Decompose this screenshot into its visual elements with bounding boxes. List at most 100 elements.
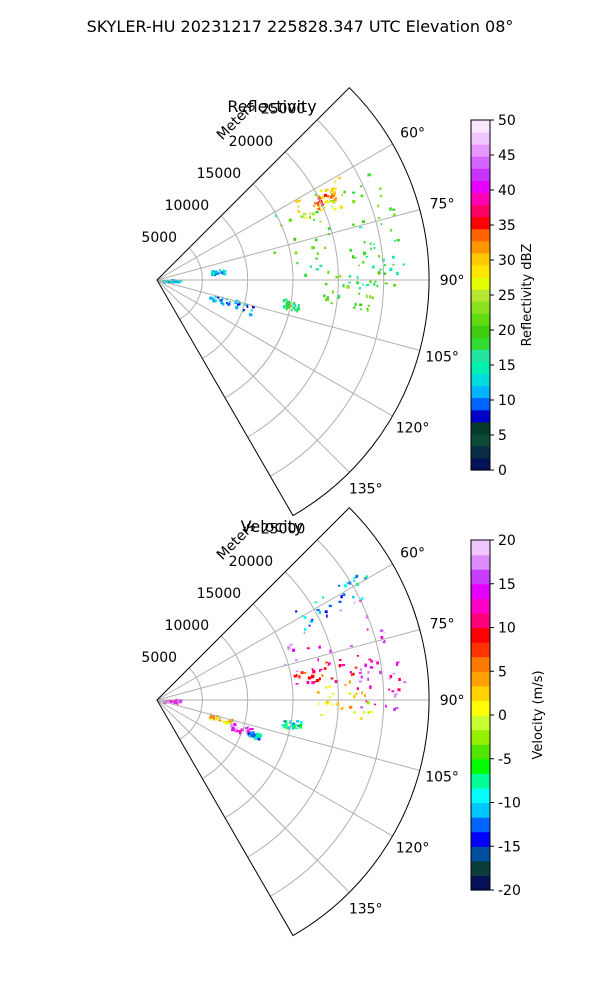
echo-pixel — [358, 287, 361, 290]
echo-pixel — [336, 296, 340, 300]
echo-pixel — [374, 280, 377, 283]
echo-pixel — [353, 695, 356, 699]
echo-pixel — [289, 722, 292, 725]
echo-pixel — [350, 645, 353, 647]
echo-pixel — [337, 177, 341, 180]
echo-pixel — [342, 593, 346, 597]
colorbar-segment — [471, 409, 490, 423]
echo-pixel — [369, 242, 372, 246]
echo-pixel — [257, 733, 261, 738]
echo-pixel — [323, 667, 327, 670]
echo-pixel — [323, 194, 327, 197]
colorbar-segment — [471, 598, 490, 614]
echo-pixel — [338, 664, 342, 668]
colorbar-tick-label: -15 — [498, 839, 521, 855]
echo-pixel — [356, 281, 360, 285]
echo-pixel — [294, 251, 298, 255]
echo-pixel — [286, 727, 288, 730]
echo-pixel — [338, 584, 341, 587]
echo-pixel — [248, 734, 251, 738]
colorbar-segment — [471, 276, 490, 290]
colorbar-segment — [471, 252, 490, 266]
echo-pixel — [309, 620, 314, 623]
echo-pixel — [330, 677, 334, 680]
echo-pixel — [367, 304, 371, 307]
echo-pixel — [326, 201, 330, 203]
echo-pixel — [392, 208, 396, 211]
echo-pixel — [402, 263, 405, 266]
echo-pixel — [218, 719, 221, 722]
echo-pixel — [293, 302, 296, 304]
echo-region-1 — [273, 173, 405, 277]
radial-tick-label: 25000 — [261, 522, 306, 538]
echo-pixel — [388, 688, 391, 691]
echo-pixel — [220, 302, 223, 305]
echo-pixel — [343, 190, 346, 194]
echo-pixel — [328, 699, 330, 703]
echo-pixel — [295, 610, 298, 613]
range-ring — [270, 119, 385, 477]
echo-pixel — [295, 727, 299, 729]
echo-pixel — [341, 664, 345, 667]
colorbar-tick-label: -20 — [498, 883, 521, 899]
echo-pixel — [354, 666, 358, 669]
echo-pixel — [325, 199, 329, 204]
colorbar-segment — [471, 228, 490, 242]
echo-pixel — [231, 727, 235, 730]
echo-pixel — [314, 193, 317, 196]
radial-tick-label: 5000 — [141, 650, 177, 666]
polar-grid — [156, 539, 429, 897]
echo-pixel — [292, 723, 296, 726]
echo-pixel — [392, 673, 396, 675]
echo-pixel — [362, 260, 365, 264]
echo-pixel — [371, 296, 374, 299]
echo-pixel — [371, 265, 375, 269]
echo-pixel — [213, 299, 217, 303]
echo-pixel — [292, 725, 296, 729]
echo-pixel — [259, 733, 263, 737]
echo-pixel — [341, 706, 344, 710]
echo-pixel — [364, 663, 367, 668]
echo-data — [162, 173, 405, 317]
radial-tick-label: 25000 — [261, 102, 306, 118]
echo-pixel — [365, 699, 368, 703]
radial-tick-label: 5000 — [141, 230, 177, 246]
echo-pixel — [251, 734, 254, 738]
echo-pixel — [376, 661, 379, 665]
colorbar-segment — [471, 831, 490, 847]
echo-pixel — [273, 251, 277, 254]
echo-pixel — [379, 268, 382, 271]
echo-pixel — [210, 717, 214, 721]
radial-tick-label: 15000 — [197, 166, 242, 182]
echo-pixel — [282, 300, 285, 303]
range-ring — [270, 539, 385, 897]
colorbar-tick-label: 20 — [498, 533, 516, 549]
radial-tick-label: 10000 — [165, 618, 210, 634]
echo-pixel — [247, 729, 250, 733]
echo-pixel — [331, 205, 334, 208]
range-ring — [224, 603, 294, 819]
echo-pixel — [356, 655, 359, 657]
echo-pixel — [377, 271, 381, 275]
echo-pixel — [291, 308, 293, 312]
echo-pixel — [392, 255, 395, 259]
colorbar-segment — [471, 373, 490, 387]
echo-pixel — [249, 313, 251, 317]
echo-pixel — [332, 200, 336, 204]
echo-pixel — [318, 677, 321, 681]
range-ring — [224, 183, 294, 399]
echo-pixel — [297, 308, 301, 311]
echo-pixel — [284, 663, 287, 667]
colorbar-segment — [471, 715, 490, 731]
echo-pixel — [285, 304, 288, 308]
echo-pixel — [230, 722, 233, 725]
echo-pixel — [363, 251, 367, 256]
echo-pixel — [360, 597, 364, 600]
echo-pixel — [366, 701, 370, 705]
echo-pixel — [247, 725, 250, 728]
echo-pixel — [282, 305, 287, 308]
echo-pixel — [353, 600, 356, 604]
echo-pixel — [220, 271, 224, 274]
echo-pixel — [311, 618, 314, 621]
echo-pixel — [228, 719, 232, 723]
